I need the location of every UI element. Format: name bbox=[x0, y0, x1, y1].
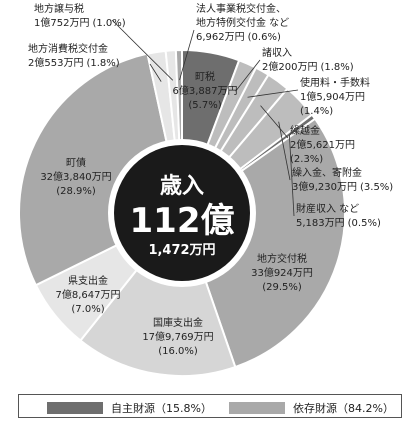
label-name: 町税 bbox=[195, 70, 215, 83]
slice-koufuzei bbox=[180, 117, 346, 369]
leader-line-kifu bbox=[278, 121, 291, 181]
leader-line-joyozei bbox=[111, 19, 174, 81]
label-percent: (29.5%) bbox=[262, 282, 302, 293]
leader-line-zaisan bbox=[288, 134, 295, 217]
label-amount-percent: 6,962万円 (0.6%) bbox=[196, 32, 281, 43]
slice-label-kenshishutsu: 県支出金 7億8,647万円 (7.0%) bbox=[56, 274, 121, 315]
slice-label-kokko: 国庫支出金 17億9,769万円 (16.0%) bbox=[142, 316, 213, 357]
label-amount: 32億3,840万円 bbox=[40, 170, 111, 183]
slice-label-chousai: 町債 32億3,840万円 (28.9%) bbox=[40, 156, 111, 197]
leader-line-hojinzei bbox=[179, 29, 195, 81]
legend-item-izon: 依存財源（84.2%） bbox=[229, 400, 394, 416]
label-amount: 17億9,769万円 bbox=[142, 330, 213, 343]
legend: 自主財源（15.8%） 依存財源（84.2%） bbox=[18, 394, 402, 418]
label-name: 県支出金 bbox=[68, 274, 108, 287]
label-name: 諸収入 bbox=[262, 46, 292, 59]
label-name: 繰入金、寄附金 bbox=[292, 166, 362, 179]
legend-swatch bbox=[229, 402, 285, 414]
leader-line-shiyoryo bbox=[247, 89, 299, 98]
leader-line-kurikoshi bbox=[260, 105, 289, 139]
label-amount: 6億3,887万円 bbox=[173, 84, 238, 97]
label-amount-percent: 2億200万円 (1.8%) bbox=[262, 60, 354, 73]
label-name: 国庫支出金 bbox=[153, 316, 203, 329]
label-name: 地方交付税 bbox=[257, 252, 307, 265]
slice-label-shoshunyu: 諸収入 2億200万円 (1.8%) bbox=[262, 46, 354, 73]
slice-label-koufuzei: 地方交付税 33億924万円 (29.5%) bbox=[251, 252, 313, 293]
label-name: 財産収入 など bbox=[296, 202, 359, 215]
label-name-line2: 地方特例交付金 など bbox=[196, 16, 289, 29]
label-percent: (28.9%) bbox=[56, 186, 96, 197]
label-name: 町債 bbox=[66, 156, 86, 169]
label-percent: (1.4%) bbox=[300, 106, 333, 117]
slice-kokko bbox=[79, 210, 237, 377]
label-percent: (7.0%) bbox=[71, 304, 104, 315]
label-amount-percent: 1億752万円 (1.0%) bbox=[34, 16, 126, 29]
slice-label-zaisan: 財産収入 など 5,183万円 (0.5%) bbox=[296, 202, 381, 229]
label-percent: (5.7%) bbox=[188, 100, 221, 111]
center-total-detail: 1,472万円 bbox=[148, 243, 215, 258]
slice-label-kifu: 繰入金、寄附金 3億9,230万円 (3.5%) bbox=[292, 166, 393, 193]
label-name: 地方消費税交付金 bbox=[28, 42, 108, 55]
label-percent: (16.0%) bbox=[158, 346, 198, 357]
label-amount: 7億8,647万円 bbox=[56, 288, 121, 301]
label-name: 地方譲与税 bbox=[34, 2, 84, 15]
slice-label-chouzei: 町税 6億3,887万円 (5.7%) bbox=[173, 70, 238, 111]
slice-label-joyozei: 地方譲与税 1億752万円 (1.0%) bbox=[34, 2, 126, 29]
slice-label-shouhizei: 地方消費税交付金 2億553万円 (1.8%) bbox=[28, 42, 120, 69]
legend-label: 自主財源（15.8%） bbox=[111, 402, 212, 415]
label-name: 使用料・手数料 bbox=[300, 76, 370, 89]
slice-label-hojinzei: 法人事業税交付金、 地方特例交付金 など 6,962万円 (0.6%) bbox=[196, 2, 289, 43]
center-total: 112億 bbox=[130, 201, 235, 241]
label-amount-percent: 3億9,230万円 (3.5%) bbox=[292, 180, 393, 193]
leader-line-shouhizei bbox=[149, 63, 162, 82]
legend-swatch bbox=[47, 402, 103, 414]
label-amount: 33億924万円 bbox=[251, 266, 313, 279]
center-title: 歳入 bbox=[160, 174, 204, 199]
leader-lines bbox=[111, 19, 299, 217]
leader-line-shoshunyu bbox=[235, 59, 261, 92]
legend-label: 依存財源（84.2%） bbox=[293, 402, 394, 415]
label-name: 繰越金 bbox=[290, 124, 320, 137]
label-percent: (2.3%) bbox=[290, 154, 323, 165]
label-amount: 2億5,621万円 bbox=[290, 138, 355, 151]
slice-label-kurikoshi: 繰越金 2億5,621万円 (2.3%) bbox=[290, 124, 355, 165]
center-disc bbox=[114, 145, 250, 281]
label-name-line1: 法人事業税交付金、 bbox=[196, 2, 286, 15]
label-amount-percent: 5,183万円 (0.5%) bbox=[296, 218, 381, 229]
label-amount-percent: 2億553万円 (1.8%) bbox=[28, 56, 120, 69]
legend-item-jishu: 自主財源（15.8%） bbox=[47, 400, 212, 416]
slice-label-shiyoryo: 使用料・手数料 1億5,904万円 (1.4%) bbox=[300, 76, 370, 117]
label-amount: 1億5,904万円 bbox=[300, 90, 365, 103]
